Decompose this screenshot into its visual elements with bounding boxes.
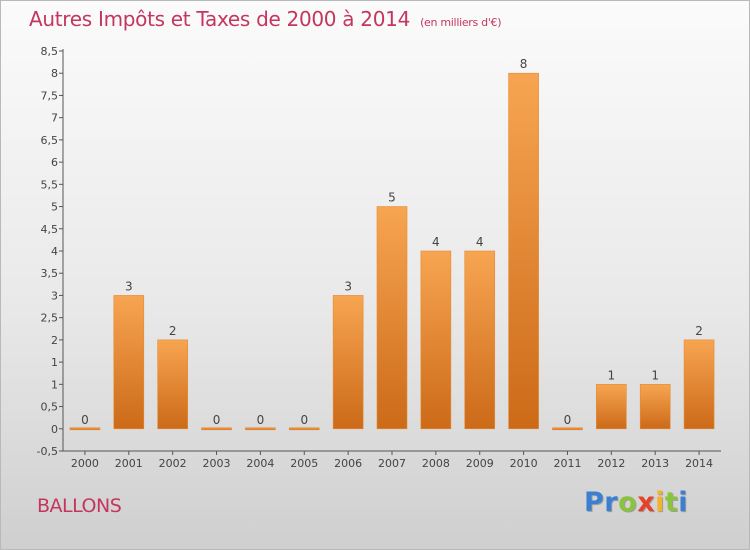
logo-letter: i: [655, 487, 665, 518]
y-tick-label: 7: [51, 112, 58, 125]
bar-2006: [332, 295, 364, 430]
x-tick-label: 2003: [203, 457, 231, 470]
y-tick-label: 0: [51, 423, 58, 436]
y-tick-label: 4: [51, 245, 58, 258]
chart-subtitle: (en milliers d'€): [420, 16, 502, 29]
bar-2001: [113, 295, 145, 430]
chart-bars: [69, 72, 715, 431]
data-label-2009: 4: [476, 235, 484, 249]
x-tick-label: 2004: [246, 457, 274, 470]
data-label-2008: 4: [432, 235, 440, 249]
bar-2008: [420, 250, 452, 430]
bar-2013: [639, 384, 671, 430]
y-tick-label: 4,5: [41, 223, 59, 236]
y-tick-label: 1: [51, 378, 58, 391]
y-tick-label: 1: [51, 356, 58, 369]
data-label-2010: 8: [520, 57, 528, 71]
proxiti-logo: Proxiti: [584, 487, 688, 518]
logo-letter: i: [678, 487, 689, 518]
x-tick-label: 2011: [553, 457, 581, 470]
data-label-2005: 0: [300, 413, 308, 427]
bar-2012: [596, 384, 627, 430]
y-tick-label: 7,5: [41, 89, 59, 102]
y-tick-label: 0,5: [41, 401, 59, 414]
bar-2002: [157, 339, 188, 430]
chart-data-labels: 0 3 2 0 0 0 3 5 4 4 8 0 1 1 2: [81, 57, 703, 427]
x-tick-label: 2008: [422, 457, 450, 470]
logo-letter: o: [618, 487, 638, 518]
x-tick-label: 2009: [466, 457, 494, 470]
x-tick-label: 2001: [115, 457, 143, 470]
x-tick-label: 2013: [641, 457, 669, 470]
y-tick-label: 8,5: [41, 45, 59, 58]
data-label-2006: 3: [344, 279, 352, 293]
x-tick-label: 2012: [597, 457, 625, 470]
bar-2010: [508, 72, 539, 430]
bar-2007: [376, 206, 408, 430]
data-label-2011: 0: [564, 413, 572, 427]
y-tick-label: 6,5: [41, 134, 59, 147]
data-label-2013: 1: [651, 368, 659, 382]
data-label-2000: 0: [81, 413, 89, 427]
data-label-2007: 5: [388, 191, 396, 205]
x-tick-label: 2002: [159, 457, 187, 470]
logo-letter: r: [604, 487, 619, 518]
bar-2014: [683, 339, 715, 430]
y-tick-label: 2,5: [41, 312, 59, 325]
x-tick-label: 2007: [378, 457, 406, 470]
y-tick-label: 3: [51, 289, 58, 302]
data-label-2002: 2: [169, 324, 177, 338]
data-label-2004: 0: [257, 413, 265, 427]
bar-2011: [552, 427, 583, 431]
data-label-2012: 1: [608, 368, 616, 382]
chart-title: Autres Impôts et Taxes de 2000 à 2014 (e…: [29, 7, 502, 31]
data-label-2014: 2: [695, 324, 703, 338]
y-tick-label: 8: [51, 67, 58, 80]
data-label-2003: 0: [213, 413, 221, 427]
y-tick-label: 6: [51, 156, 58, 169]
x-tick-label: 2014: [685, 457, 713, 470]
bar-2003: [201, 427, 232, 431]
x-tick-label: 2006: [334, 457, 362, 470]
bar-2000: [69, 427, 101, 431]
bar-2005: [288, 427, 320, 431]
y-tick-label: 5: [51, 201, 58, 214]
chart-title-text: Autres Impôts et Taxes de 2000 à 2014: [29, 7, 410, 31]
x-tick-label: 2010: [510, 457, 538, 470]
town-name: BALLONS: [37, 495, 122, 517]
logo-letter: x: [637, 487, 656, 518]
x-tick-label: 2005: [290, 457, 318, 470]
x-tick-label: 2000: [71, 457, 99, 470]
logo-letter: P: [584, 487, 605, 518]
bar-2009: [464, 250, 496, 430]
logo-letter: t: [664, 487, 679, 518]
y-tick-label: 3,5: [41, 267, 59, 280]
chart-axes: -0,500,51122,533,544,555,566,577,588,520…: [37, 45, 721, 470]
bar-2004: [245, 427, 276, 431]
data-label-2001: 3: [125, 279, 133, 293]
y-tick-label: 5,5: [41, 178, 59, 191]
y-tick-label: -0,5: [37, 445, 58, 458]
y-tick-label: 2: [51, 334, 58, 347]
